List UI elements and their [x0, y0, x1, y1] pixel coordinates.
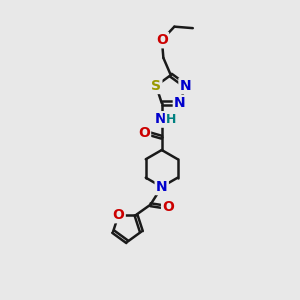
- Text: O: O: [138, 126, 150, 140]
- Text: O: O: [112, 208, 124, 222]
- Text: H: H: [166, 113, 176, 126]
- Text: O: O: [156, 33, 168, 47]
- Text: N: N: [156, 180, 167, 194]
- Text: N: N: [180, 79, 191, 93]
- Text: N: N: [174, 96, 186, 110]
- Text: S: S: [151, 79, 161, 93]
- Text: O: O: [162, 200, 174, 214]
- Text: N: N: [154, 112, 166, 126]
